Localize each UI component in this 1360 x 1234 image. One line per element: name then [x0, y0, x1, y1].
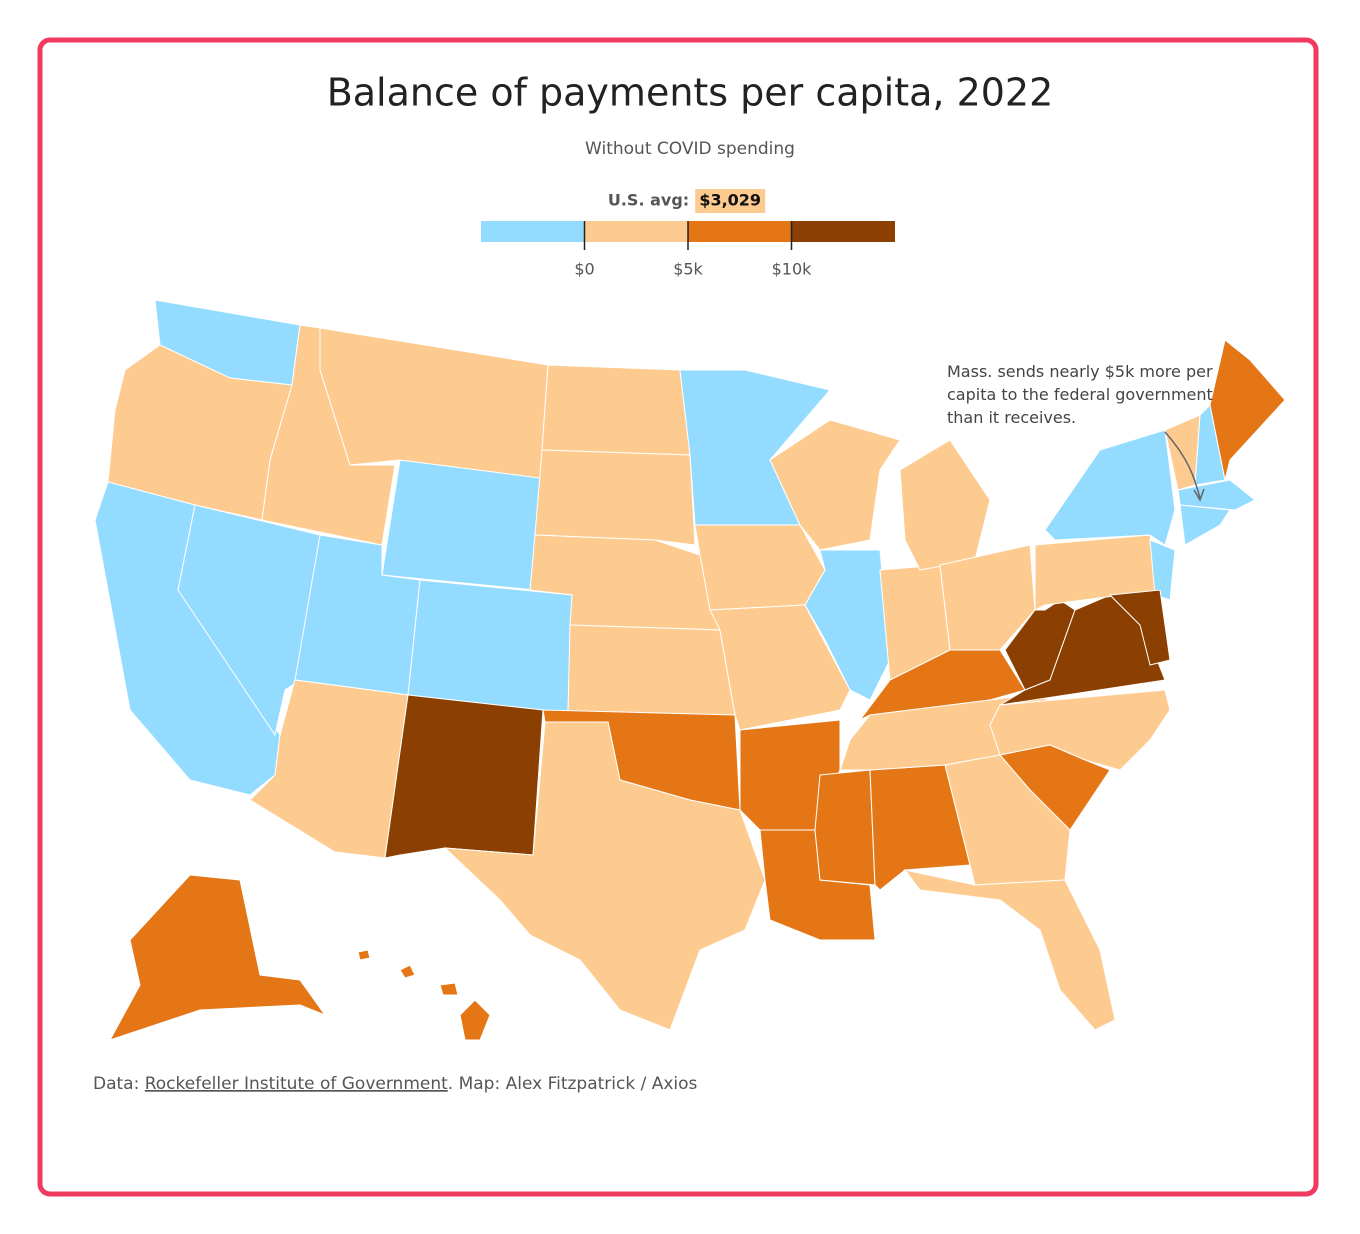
source: Data: Rockefeller Institute of Governmen… — [93, 1074, 698, 1094]
legend-tick-label: $0 — [574, 260, 594, 279]
legend-bin — [791, 221, 895, 242]
region — [443, 721, 766, 1031]
chart-subtitle: Without COVID spending — [585, 139, 795, 159]
annotation-line: Mass. sends nearly $5k more per — [947, 362, 1213, 381]
region — [357, 949, 371, 961]
annotation-line: capita to the federal government — [947, 385, 1213, 404]
region — [534, 449, 696, 546]
region — [107, 344, 293, 521]
region — [1149, 539, 1176, 601]
region — [1179, 504, 1231, 546]
region — [381, 459, 541, 591]
region — [694, 524, 826, 611]
average-label: U.S. avg: — [608, 191, 689, 210]
region — [939, 544, 1036, 651]
region — [399, 964, 416, 979]
region — [1108, 589, 1171, 666]
legend-bin — [584, 221, 688, 242]
source-link[interactable]: Rockefeller Institute of Government — [145, 1074, 448, 1094]
source-suffix: . Map: Alex Fitzpatrick / Axios — [448, 1074, 698, 1094]
legend-tick-label: $5k — [673, 260, 703, 279]
region — [407, 579, 573, 714]
region — [384, 694, 544, 859]
region — [1034, 534, 1161, 611]
region — [814, 769, 876, 886]
region — [769, 419, 901, 551]
average-box — [695, 189, 766, 213]
legend: $0 $5k $10k U.S. avg: $3,029 — [481, 189, 895, 279]
region — [1209, 339, 1286, 481]
annotation: Mass. sends nearly $5k more per capita to… — [947, 362, 1213, 427]
legend-tick-label: $10k — [772, 260, 813, 279]
average-value: $3,029 — [699, 191, 761, 210]
region — [944, 754, 1071, 886]
annotation-arrow — [1164, 431, 1201, 499]
region — [439, 982, 459, 996]
region — [709, 604, 851, 731]
legend-bin — [481, 221, 585, 242]
source-prefix: Data: — [93, 1074, 145, 1094]
legend-bin — [688, 221, 792, 242]
region — [903, 869, 1116, 1031]
region — [1044, 429, 1176, 546]
region — [541, 364, 691, 456]
map — [94, 299, 1286, 1041]
region — [108, 874, 327, 1041]
annotation-arrowhead — [1193, 488, 1205, 502]
chart-title: Balance of payments per capita, 2022 — [327, 71, 1054, 115]
annotation-line: than it receives. — [947, 408, 1076, 427]
region — [459, 999, 491, 1041]
region — [567, 624, 736, 716]
